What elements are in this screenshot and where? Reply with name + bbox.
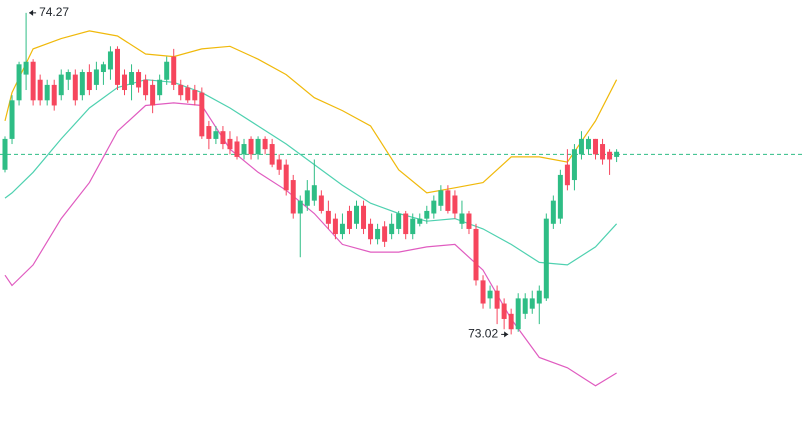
- candle-body: [100, 64, 106, 73]
- candle-body: [431, 200, 437, 214]
- candle-body: [607, 151, 613, 160]
- band-middle: [4, 79, 618, 266]
- candle-body: [255, 138, 261, 155]
- candle-body: [445, 190, 451, 211]
- candle-body: [354, 205, 359, 224]
- candle-body: [417, 218, 423, 224]
- candle-body: [466, 213, 472, 229]
- min-arrow-head: [504, 331, 509, 338]
- candle-body: [178, 84, 184, 96]
- candle-body: [283, 164, 289, 191]
- candle-body: [206, 126, 212, 139]
- candle-body: [325, 210, 331, 224]
- candle-body: [410, 218, 416, 235]
- candle-body: [522, 298, 528, 314]
- candle-body: [536, 290, 542, 304]
- candle-body: [508, 313, 514, 330]
- candle-body: [107, 51, 113, 70]
- candle-body: [564, 164, 570, 186]
- candle-body: [248, 138, 254, 155]
- candle-body: [23, 61, 29, 75]
- candle-body: [79, 72, 85, 96]
- candle-body: [93, 69, 99, 85]
- candle-body: [2, 138, 8, 170]
- candle-body: [368, 223, 374, 240]
- min-label: 73.02: [468, 327, 498, 341]
- candle-body: [593, 138, 599, 155]
- candle-body: [339, 223, 345, 235]
- candle-body: [550, 200, 556, 224]
- candle-body: [403, 213, 409, 235]
- candle-body: [501, 303, 507, 319]
- candle-body: [276, 159, 282, 170]
- candle-body: [143, 79, 149, 96]
- candle-body: [382, 226, 388, 242]
- candle-body: [199, 92, 205, 137]
- candle-body: [318, 195, 324, 211]
- candle-body: [543, 218, 549, 299]
- candle-body: [346, 210, 352, 229]
- candle-body: [192, 90, 198, 101]
- candle-body: [585, 138, 591, 150]
- candle-body: [332, 218, 338, 235]
- candle-body: [44, 84, 50, 101]
- candle-body: [58, 74, 64, 96]
- candle-body: [290, 180, 296, 214]
- candle-body: [269, 144, 275, 165]
- candle-body: [157, 79, 163, 96]
- candle-body: [164, 61, 170, 80]
- candle-body: [614, 151, 620, 157]
- candle-body: [515, 298, 521, 330]
- candle-body: [220, 131, 226, 145]
- candle-body: [129, 72, 135, 85]
- band-upper: [4, 30, 618, 194]
- candle-body: [600, 144, 606, 160]
- candle-body: [396, 213, 402, 229]
- candle-body: [529, 298, 535, 309]
- candle-body: [487, 290, 493, 299]
- candle-body: [578, 138, 584, 155]
- candle-body: [424, 210, 430, 219]
- candle-body: [452, 195, 458, 214]
- candle-body: [304, 190, 310, 206]
- candle-body: [459, 213, 465, 224]
- candle-body: [150, 84, 156, 106]
- candle-body: [9, 100, 15, 139]
- candle-body: [241, 144, 247, 155]
- candle-body: [361, 205, 367, 229]
- candle-body: [114, 48, 120, 85]
- max-arrow-head: [29, 9, 34, 16]
- candle-body: [311, 185, 317, 201]
- candle-body: [389, 223, 395, 235]
- candle-body: [262, 138, 268, 150]
- candle-body: [185, 87, 191, 101]
- band-lower: [4, 102, 617, 387]
- max-label: 74.27: [39, 5, 69, 19]
- candle-body: [30, 61, 36, 101]
- candle-body: [72, 74, 78, 101]
- candle-body: [480, 280, 486, 304]
- candle-body: [571, 149, 577, 181]
- candle-body: [171, 56, 177, 85]
- candle-body: [227, 138, 233, 150]
- candle-body: [494, 290, 500, 309]
- candle-body: [122, 74, 128, 91]
- candle-body: [297, 200, 303, 214]
- candle-body: [473, 228, 479, 281]
- candle-body: [136, 72, 142, 88]
- candle-body: [37, 79, 43, 101]
- candle-body: [51, 84, 57, 106]
- candle-body: [375, 228, 381, 240]
- candle-body: [234, 141, 240, 157]
- candle-body: [557, 174, 563, 219]
- candle-body: [438, 190, 444, 206]
- candle-body: [16, 64, 22, 101]
- candle-body: [65, 72, 71, 80]
- candle-body: [213, 131, 219, 139]
- candle-body: [86, 72, 92, 91]
